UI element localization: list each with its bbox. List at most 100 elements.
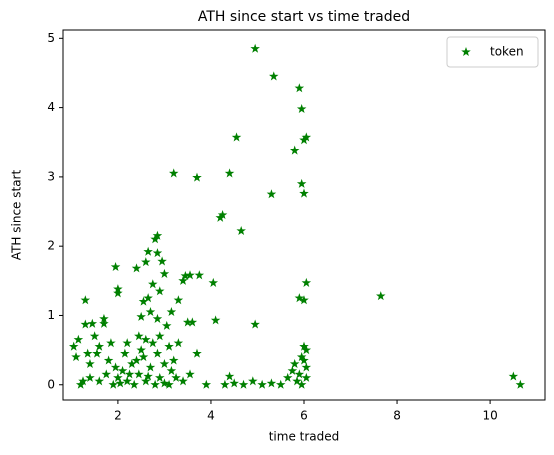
point: [103, 355, 114, 365]
point: [287, 365, 298, 375]
point: [296, 379, 307, 389]
point: [120, 348, 130, 358]
point: [152, 348, 163, 358]
point: [266, 378, 277, 388]
point: [250, 43, 260, 53]
point: [136, 345, 146, 355]
point: [92, 348, 102, 358]
point: [289, 358, 300, 369]
point: [208, 277, 219, 287]
point: [192, 172, 202, 182]
point: [138, 352, 149, 362]
point: [248, 376, 258, 386]
point: [94, 376, 105, 386]
point: [134, 331, 144, 341]
point: [224, 168, 235, 178]
point: [155, 331, 165, 341]
x-tick-label: 6: [300, 409, 308, 423]
point: [508, 371, 519, 381]
point: [296, 352, 307, 362]
point: [159, 378, 170, 388]
point: [231, 132, 242, 142]
point: [178, 376, 188, 386]
point: [257, 379, 267, 389]
y-axis-label: ATH since start: [10, 170, 24, 261]
point: [80, 295, 91, 305]
x-tick-label: 10: [482, 409, 497, 423]
point: [224, 371, 235, 381]
point: [171, 372, 181, 382]
point: [82, 348, 93, 358]
point: [164, 379, 174, 389]
point: [185, 270, 195, 280]
point: [217, 210, 228, 220]
point: [80, 319, 91, 329]
point: [185, 369, 195, 379]
point: [299, 341, 309, 351]
point: [122, 376, 132, 386]
point: [159, 358, 170, 369]
point: [250, 319, 260, 329]
point: [282, 372, 293, 382]
x-axis-label: time traded: [269, 430, 340, 444]
point: [152, 313, 163, 323]
point: [162, 320, 172, 330]
point: [155, 372, 165, 382]
point: [113, 372, 123, 382]
point: [145, 307, 156, 317]
point: [138, 296, 149, 306]
point: [150, 379, 160, 389]
point: [173, 295, 184, 305]
point: [136, 311, 146, 321]
point: [180, 270, 191, 281]
point: [166, 365, 177, 375]
point: [238, 379, 249, 389]
point: [131, 263, 142, 273]
point: [229, 378, 239, 388]
y-tick-label: 5: [47, 31, 55, 45]
point: [178, 275, 188, 285]
point: [87, 318, 98, 328]
point: [376, 291, 386, 301]
point: [129, 379, 139, 389]
point: [192, 348, 202, 358]
point: [134, 369, 144, 379]
legend-marker: [461, 47, 471, 57]
y-tick-label: 4: [47, 100, 55, 114]
point: [168, 168, 179, 178]
y-tick-label: 2: [47, 239, 55, 253]
point: [296, 178, 307, 188]
point: [110, 362, 121, 372]
point: [220, 379, 230, 389]
point: [294, 83, 305, 93]
point: [89, 331, 100, 341]
point: [294, 369, 305, 379]
point: [236, 225, 246, 235]
point: [166, 307, 177, 317]
point: [106, 338, 116, 348]
point: [94, 341, 105, 351]
chart-title: ATH since start vs time traded: [198, 9, 410, 25]
point: [117, 365, 128, 375]
point: [122, 338, 132, 348]
y-tick-label: 1: [47, 308, 55, 322]
point: [115, 378, 125, 388]
plot-frame: [62, 29, 546, 401]
x-tick-label: 8: [393, 409, 401, 423]
point: [152, 248, 163, 258]
point: [187, 317, 198, 327]
point: [515, 379, 526, 389]
point: [301, 362, 312, 372]
legend-box: [446, 36, 539, 68]
point: [164, 341, 174, 351]
point: [124, 369, 135, 379]
point: [157, 256, 167, 266]
point: [85, 358, 95, 369]
point: [210, 315, 221, 325]
point: [108, 379, 118, 389]
point: [296, 103, 307, 114]
point: [299, 188, 309, 198]
legend-label: token: [490, 45, 524, 59]
point: [145, 362, 156, 372]
